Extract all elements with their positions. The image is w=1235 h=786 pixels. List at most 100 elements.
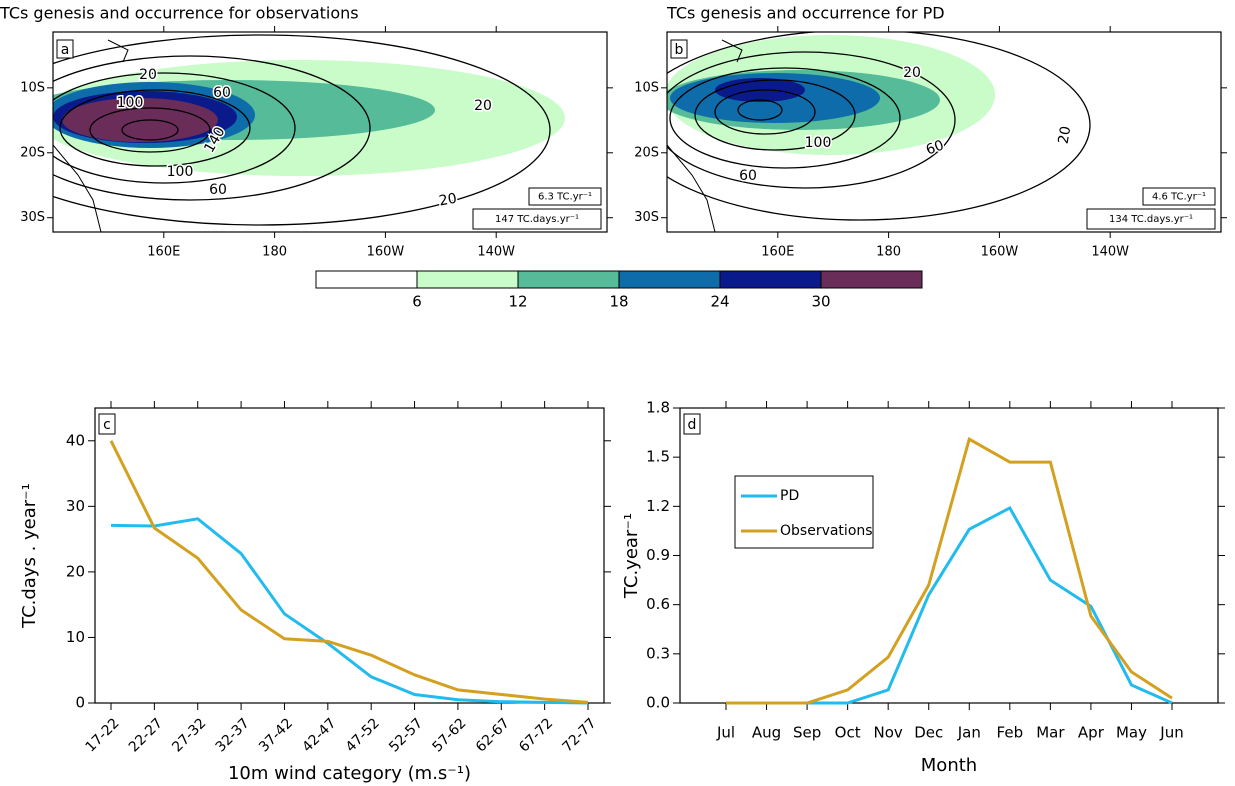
colorbar-label: 24: [710, 293, 729, 311]
x-tick-label: Aug: [752, 724, 781, 742]
panel-tag: c: [103, 417, 111, 433]
colorbar-box: [315, 270, 418, 289]
contour: [121, 119, 179, 141]
info-box: [1142, 187, 1216, 206]
panel-tag: b: [675, 42, 684, 58]
series-line: [109, 440, 589, 704]
x-tick-label: 160E: [761, 245, 794, 260]
y-tick-label: 0.6: [646, 595, 670, 613]
colorbar-label: 6: [412, 293, 422, 311]
contour: [667, 32, 1091, 221]
contour: [669, 67, 901, 169]
plot-frame: [679, 407, 1219, 704]
map-title: TCs genesis and occurrence for observati…: [0, 4, 359, 23]
x-tick-label: May: [1116, 724, 1147, 742]
y-tick-label: 30S: [634, 210, 659, 225]
y-tick-label: 0.3: [646, 644, 670, 662]
colorbar-box: [618, 270, 721, 289]
x-tick-label: 57-62: [429, 715, 469, 755]
y-tick-label: 30: [66, 497, 85, 515]
x-tick-label: Jun: [1159, 724, 1183, 742]
panel-tag-box: [683, 413, 701, 435]
plot-frame: [94, 407, 605, 704]
colorbar-box: [416, 270, 519, 289]
x-tick-label: 37-42: [256, 715, 296, 755]
map-field: [667, 32, 1091, 232]
x-tick-label: 42-47: [299, 715, 339, 755]
y-tick-label: 20: [66, 562, 85, 580]
x-axis-label: 10m wind category (m.s⁻¹): [228, 763, 471, 784]
y-tick-label: 30S: [20, 210, 45, 225]
y-tick-label: 20S: [20, 145, 45, 160]
colorbar-label: 18: [609, 293, 628, 311]
x-tick-label: 140W: [1091, 245, 1129, 260]
panel-tag-box: [98, 413, 116, 435]
x-tick-label: 17-22: [83, 715, 123, 755]
contour-label: 20: [438, 191, 458, 210]
x-tick-label: Oct: [835, 724, 861, 742]
panel-tag-box: [56, 39, 74, 59]
x-tick-label: 160W: [367, 245, 405, 260]
x-tick-label: Jan: [957, 724, 981, 742]
legend-label: PD: [780, 488, 799, 504]
x-tick-label: 160W: [981, 245, 1019, 260]
x-tick-label: Feb: [997, 724, 1024, 742]
map-title: TCs genesis and occurrence for PD: [666, 4, 945, 23]
contour-label: 20: [1056, 125, 1075, 145]
y-tick-label: 20S: [634, 145, 659, 160]
contour: [737, 99, 783, 121]
x-tick-label: 32-37: [213, 715, 253, 755]
map-frame: [52, 31, 608, 233]
y-tick-label: 0.0: [646, 694, 670, 712]
contour: [59, 89, 251, 167]
colorbar-label: 30: [811, 293, 830, 311]
contour: [667, 51, 956, 189]
x-tick-label: 180: [262, 245, 287, 260]
colorbar-box: [820, 270, 923, 289]
y-tick-label: 1.2: [646, 497, 670, 515]
x-tick-label: 22-27: [126, 715, 166, 755]
panel-tag: d: [688, 417, 697, 433]
info-box: [528, 187, 602, 206]
y-axis-label: TC.days . year⁻¹: [19, 483, 40, 629]
x-tick-label: Nov: [874, 724, 903, 742]
map-frame: [666, 31, 1222, 233]
contour-label: 60: [739, 168, 757, 184]
contour: [53, 55, 371, 201]
x-tick-label: 27-32: [169, 715, 209, 755]
contour-label: 60: [209, 182, 227, 198]
y-axis-label: TC.year⁻¹: [621, 513, 642, 599]
x-tick-label: Jul: [716, 724, 735, 742]
info-text: 6.3 TC.yr⁻¹: [538, 192, 592, 203]
x-tick-label: 62-67: [473, 715, 513, 755]
x-tick-label: 160E: [147, 245, 180, 260]
y-tick-label: 1.5: [646, 448, 670, 466]
contour-label: 20: [139, 67, 157, 83]
colorbar-label: 12: [508, 293, 527, 311]
contour-label: 100: [117, 95, 144, 111]
map-field: [53, 34, 565, 232]
x-axis-label: Month: [921, 755, 977, 776]
info-box: [472, 208, 602, 230]
info-text: 4.6 TC.yr⁻¹: [1152, 192, 1206, 203]
legend-box: [734, 475, 874, 549]
y-tick-label: 0: [75, 694, 85, 712]
x-tick-label: Dec: [914, 724, 943, 742]
contour: [53, 34, 551, 226]
info-box: [1086, 208, 1216, 230]
series-line: [726, 436, 1173, 705]
x-tick-label: 180: [876, 245, 901, 260]
coastline: [667, 39, 743, 232]
x-tick-label: Apr: [1078, 724, 1105, 742]
contour-label: 20: [903, 65, 921, 81]
x-tick-label: 47-52: [343, 715, 383, 755]
x-tick-label: Mar: [1036, 724, 1065, 742]
contour-label: 60: [213, 85, 231, 101]
contour-label: 100: [805, 135, 832, 151]
x-tick-label: 140W: [477, 245, 515, 260]
contour: [714, 89, 816, 135]
y-tick-label: 10S: [20, 80, 45, 95]
contour-label: 100: [167, 164, 194, 180]
contour-label: 20: [474, 98, 492, 114]
